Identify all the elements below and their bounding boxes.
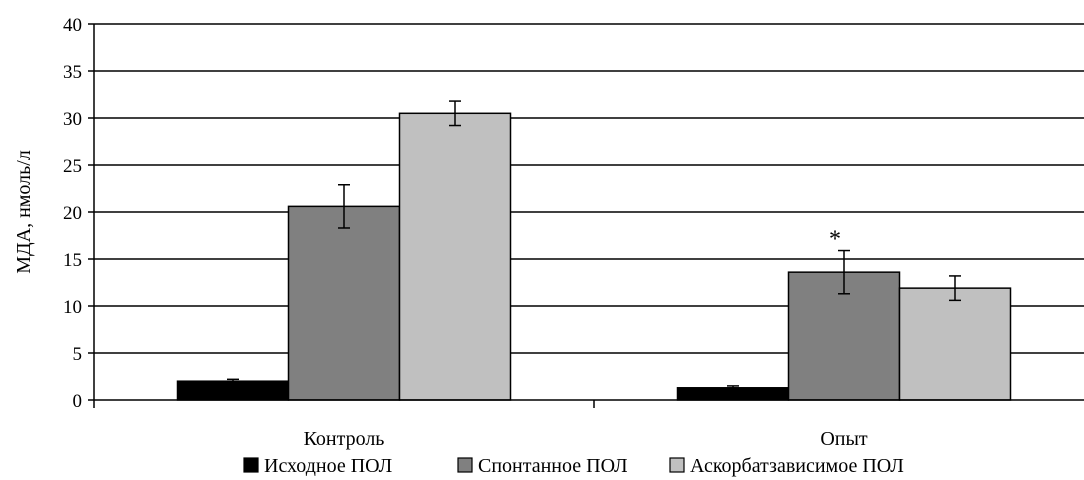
y-tick-label: 0 [73,391,83,412]
bar [398,112,512,401]
x-category-label: Опыт [820,428,868,450]
annotations: * [829,227,841,253]
y-tick-label: 20 [63,203,82,224]
legend-label: Спонтанное ПОЛ [478,455,628,477]
x-category-label: Контроль [304,428,385,450]
y-tick-label: 40 [63,15,82,36]
legend-swatch [243,457,259,473]
y-tick-label: 10 [63,297,82,318]
error-bars [227,100,961,391]
legend-swatch [457,457,473,473]
y-tick-label: 25 [63,156,82,177]
axes [93,24,1084,408]
y-axis-label: МДА, нмоль/л [13,150,35,274]
legend-label: Исходное ПОЛ [264,455,392,477]
legend-swatch [669,457,685,473]
bar [898,287,1012,401]
y-tick-label: 15 [63,250,82,271]
y-axis-ticks: 0 5 10 15 20 25 30 35 40 [63,15,94,412]
y-tick-label: 5 [73,344,83,365]
y-tick-label: 30 [63,109,82,130]
gridlines [94,23,1084,354]
x-axis-categories: Контроль Опыт [304,428,868,450]
legend-label: Аскорбатзависимое ПОЛ [690,455,904,477]
bar [176,380,290,401]
significance-marker: * [829,227,841,253]
bar [287,205,401,401]
legend: Исходное ПОЛ Спонтанное ПОЛ Аскорбатзависи… [243,455,904,477]
bars [176,112,1012,401]
y-tick-label: 35 [63,62,82,83]
